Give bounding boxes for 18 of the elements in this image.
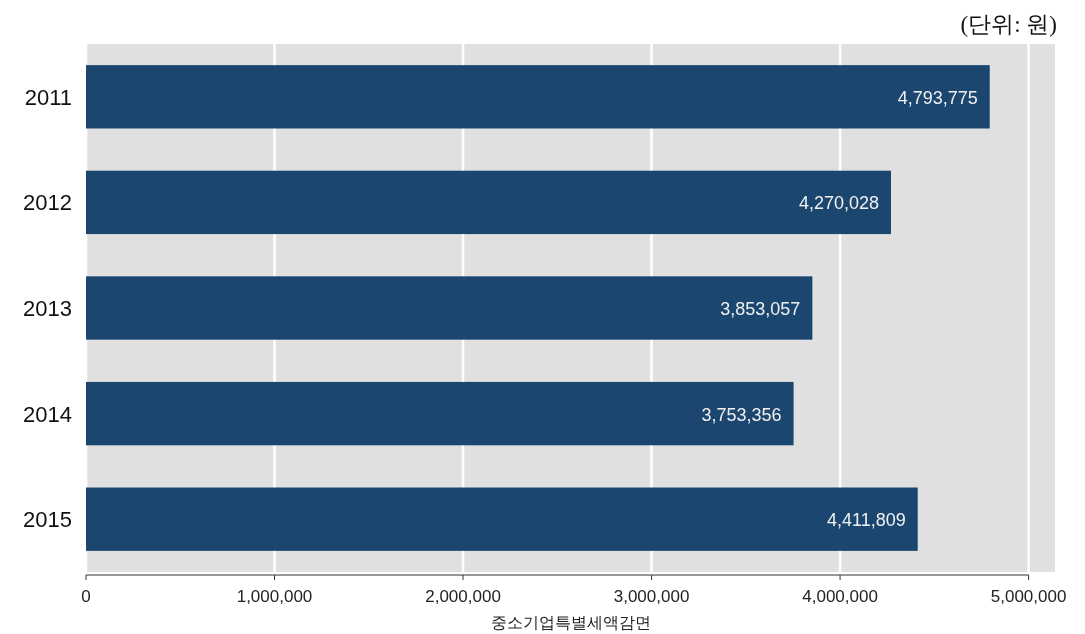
y-tick-label: 2011 [24,84,72,110]
x-tick-label: 1,000,000 [236,587,313,606]
x-tick-label: 3,000,000 [613,587,690,606]
y-tick-label: 2013 [23,296,72,321]
x-tick-label: 4,000,000 [802,587,878,606]
x-tick-label: 0 [81,587,91,606]
y-tick-label: 2014 [23,401,72,427]
y-tick-label: 2015 [23,507,72,533]
data-label: 3,753,356 [701,404,782,425]
annotation: (단위: 원) [960,12,1057,37]
x-tick-label: 5,000,000 [990,587,1067,606]
data-label: 4,270,028 [798,193,879,214]
data-label: 4,793,775 [897,87,978,108]
data-label: 4,411,809 [826,510,906,531]
y-tick-label: 2012 [23,190,72,216]
x-axis-title: 중소기업특별세액감면 [490,614,651,631]
data-label: 3,853,057 [720,299,801,319]
x-tick-label: 2,000,000 [425,587,501,606]
